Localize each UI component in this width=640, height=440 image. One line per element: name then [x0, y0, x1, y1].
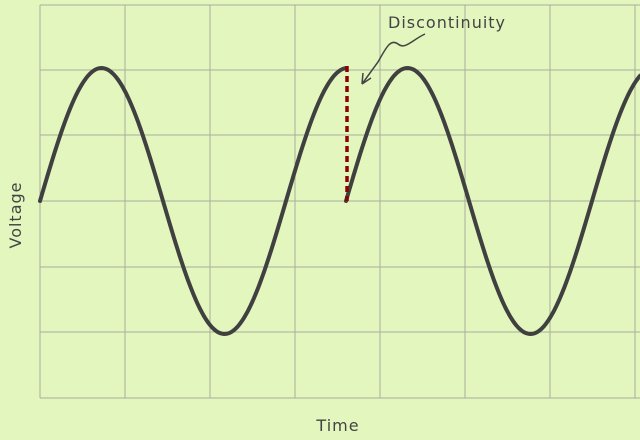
annotation-arrow: [361, 33, 426, 85]
wave-segment: [38, 65, 348, 337]
annotation: Discontinuity: [388, 13, 506, 32]
arrow-head: [361, 72, 372, 85]
wave-segment: [344, 65, 640, 337]
y-axis-label: Voltage: [6, 181, 25, 248]
x-axis-label: Time: [315, 416, 359, 435]
